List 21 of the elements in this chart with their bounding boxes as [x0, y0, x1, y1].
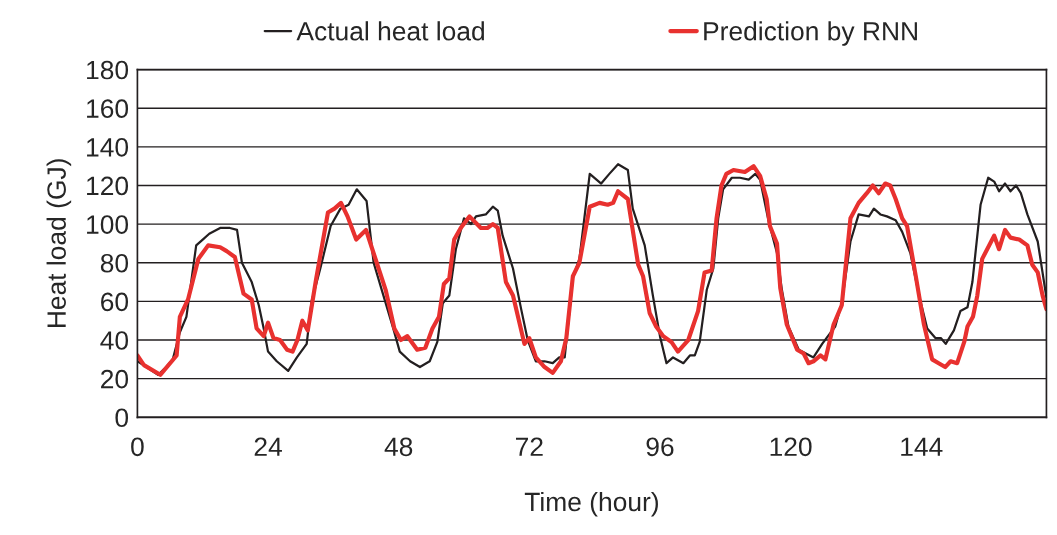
y-tick-label: 60: [101, 292, 129, 312]
y-tick-label: 180: [87, 60, 129, 80]
y-tick-label: 20: [101, 369, 129, 389]
y-tick-label: 40: [100, 331, 129, 350]
x-tick-label: 48: [384, 437, 413, 457]
y-tick-label: 120: [87, 176, 129, 196]
y-tick-label: 0: [115, 408, 129, 428]
y-tick-label: 140: [87, 137, 129, 157]
legend-label: Actual heat load: [296, 21, 484, 41]
x-tick-label: 120: [770, 437, 812, 457]
x-tick-label: 0: [131, 437, 144, 457]
x-tick-label: 144: [901, 437, 943, 456]
legend-label: Prediction by RNN: [704, 21, 917, 46]
y-tick-label: 100: [87, 215, 129, 234]
x-tick-label: 72: [516, 437, 543, 456]
y-tick-label: 160: [87, 99, 129, 119]
x-tick-label: 24: [254, 437, 282, 456]
y-axis-title: Heat load (GJ): [46, 159, 72, 328]
y-tick-label: 80: [100, 253, 129, 273]
x-tick-label: 96: [646, 437, 674, 457]
x-axis-title: Time (hour): [524, 491, 658, 517]
